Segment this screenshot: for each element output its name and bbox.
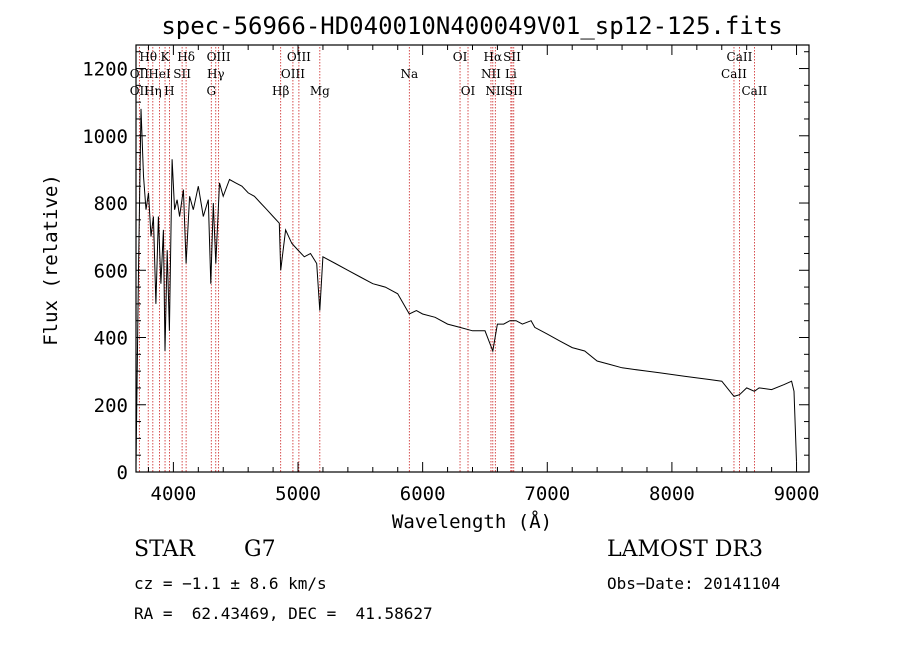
y-axis-label: Flux (relative) — [40, 174, 62, 346]
line-marker-label: CaII — [721, 67, 747, 81]
y-tick-label: 600 — [94, 260, 128, 282]
survey-name: LAMOST DR3 — [607, 537, 763, 562]
line-marker-group — [138, 47, 755, 472]
line-marker-label: H — [164, 84, 174, 98]
line-marker-label: OI — [461, 84, 476, 98]
line-marker-label: CaII — [727, 50, 753, 64]
x-tick-label: 6000 — [400, 483, 446, 505]
y-tick-label: 800 — [94, 193, 128, 215]
x-tick-label: 5000 — [275, 483, 321, 505]
line-marker-label: Hγ — [207, 67, 225, 81]
line-marker-label: NII — [485, 84, 505, 98]
y-axis: 0 200 400 600 800 1000 1200 — [82, 51, 809, 484]
line-marker-label: Li — [505, 67, 517, 81]
line-marker-label: Hθ — [139, 50, 157, 64]
line-marker-label: OI — [453, 50, 468, 64]
ra-dec-text: RA = 62.43469, DEC = 41.58627 — [134, 604, 433, 623]
line-marker-label: G — [206, 84, 216, 98]
line-marker-label: NII — [481, 67, 501, 81]
line-marker-label: CaII — [741, 84, 767, 98]
line-marker-label: Hη — [144, 84, 162, 98]
y-tick-label: 0 — [117, 462, 128, 484]
line-marker-label: K — [161, 50, 171, 64]
line-marker-label: OII — [130, 67, 150, 81]
line-marker-label: Hβ — [272, 84, 289, 98]
line-marker-label: HeI — [148, 67, 171, 81]
line-marker-label: Hδ — [177, 50, 195, 64]
line-marker-label: SII — [173, 67, 191, 81]
y-tick-label: 400 — [94, 328, 128, 350]
x-axis-label: Wavelength (Å) — [392, 510, 552, 533]
spectrum-line — [135, 108, 797, 466]
y-tick-label: 1000 — [82, 126, 128, 148]
x-tick-label: 9000 — [774, 483, 820, 505]
x-axis: 4000 5000 6000 7000 8000 9000 — [147, 45, 820, 505]
line-marker-label: Hα — [484, 50, 503, 64]
object-type: STAR — [134, 537, 195, 562]
y-tick-label: 1200 — [82, 59, 128, 81]
object-subclass: G7 — [244, 537, 276, 562]
plot-frame — [135, 44, 810, 473]
line-marker-label: OIII — [207, 50, 231, 64]
x-tick-label: 7000 — [524, 483, 570, 505]
obs-date-text: Obs−Date: 20141104 — [607, 574, 781, 593]
line-marker-label: OIII — [287, 50, 311, 64]
chart-title: spec-56966-HD040010N400049V01_sp12-125.f… — [161, 12, 782, 40]
line-marker-label: SII — [505, 84, 523, 98]
x-tick-label: 4000 — [151, 483, 197, 505]
line-marker-label: OII — [130, 84, 150, 98]
line-marker-label: Mg — [310, 84, 330, 98]
redshift-text: cz = −1.1 ± 8.6 km/s — [134, 574, 327, 593]
line-marker-label: Na — [400, 67, 418, 81]
x-tick-label: 8000 — [649, 483, 695, 505]
line-marker-label: SII — [503, 50, 521, 64]
line-marker-label: OIII — [281, 67, 305, 81]
y-tick-label: 200 — [94, 395, 128, 417]
